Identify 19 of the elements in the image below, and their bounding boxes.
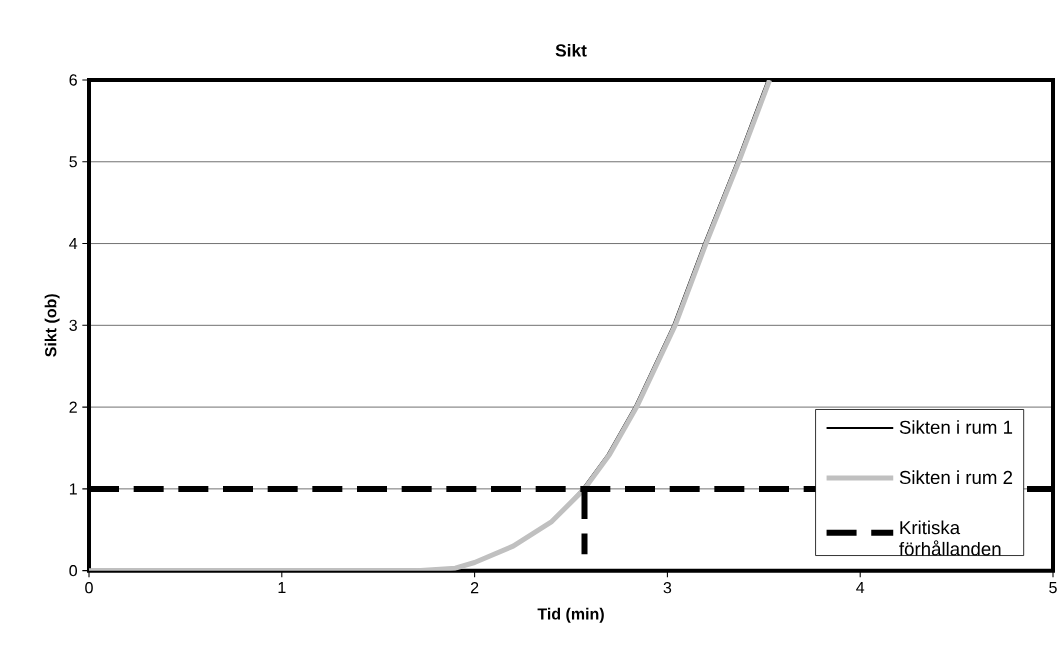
y-axis-title: Sikt (ob) [44,294,60,358]
x-tick-label: 3 [663,582,672,594]
legend-label: Kritiska förhållanden [899,520,1001,556]
y-tick-label: 2 [69,401,77,413]
y-tick-label: 6 [69,74,77,86]
y-tick-label: 0 [69,565,78,577]
y-tick-label: 1 [69,483,77,495]
legend-label: Sikten i rum 2 [899,470,1013,485]
legend-label: Sikten i rum 1 [899,420,1013,435]
x-tick-label: 1 [278,582,286,594]
y-tick-label: 5 [69,156,77,168]
y-tick-label: 3 [69,319,77,332]
x-axis-title: Tid (min) [537,608,604,623]
chart-title: Sikt [555,44,587,57]
y-tick-label: 4 [69,238,78,250]
x-tick-label: 2 [470,582,479,594]
x-tick-label: 0 [85,582,93,594]
x-tick-label: 5 [1049,582,1057,594]
x-tick-label: 4 [856,582,865,594]
